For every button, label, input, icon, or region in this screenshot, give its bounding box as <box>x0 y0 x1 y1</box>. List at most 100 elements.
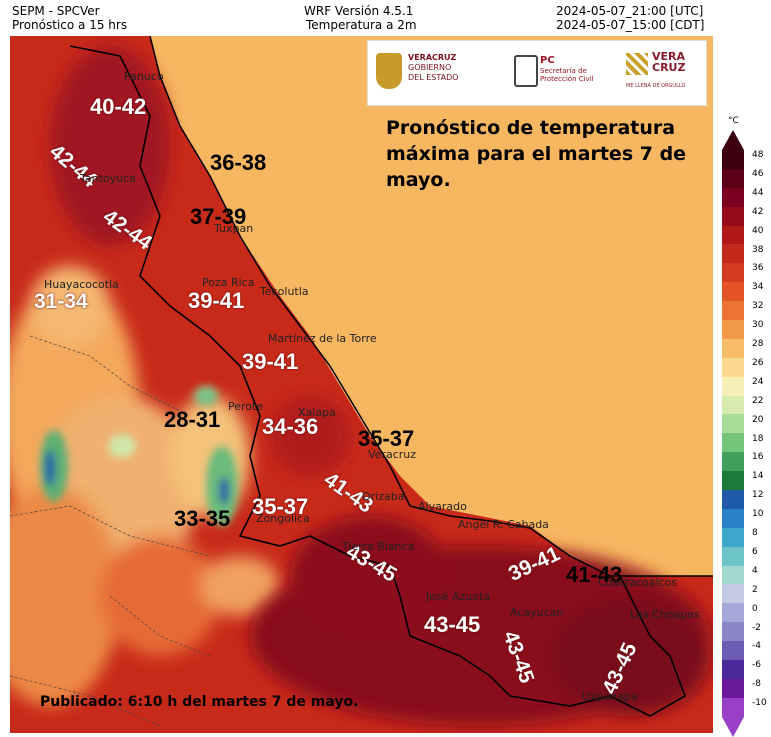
colorbar-tick-label: 10 <box>752 509 764 520</box>
pc-logo-line2: Secretaría de <box>540 67 587 75</box>
colorbar-segment <box>722 206 744 226</box>
city-label: Martínez de la Torre <box>268 332 377 345</box>
colorbar-tick-label: -6 <box>752 660 761 671</box>
logos-panel: VERACRUZ GOBIERNO DEL ESTADO PC Secretar… <box>367 40 707 106</box>
colorbar-segment <box>722 244 744 264</box>
state-border <box>69 45 686 717</box>
range-label: 28-31 <box>164 407 221 432</box>
colorbar-tick-label: 42 <box>752 206 764 217</box>
variable-name: Temperatura a 2m <box>306 18 417 32</box>
colorbar-tick-label: 28 <box>752 339 764 349</box>
range-label: 37-39 <box>190 204 247 229</box>
gov-logo-line2: GOBIERNO <box>408 63 452 72</box>
colorbar-tick-label: 32 <box>752 301 764 312</box>
colorbar-segment <box>722 263 744 283</box>
published-note: Publicado: 6:10 h del martes 7 de mayo. <box>40 694 359 710</box>
pc-logo-line3: Protección Civil <box>540 75 594 83</box>
range-label: 41-43 <box>566 562 623 587</box>
colorbar-segment <box>722 641 744 661</box>
colorbar-segment <box>722 320 744 339</box>
colorbar-tick-label: 4 <box>752 565 758 576</box>
city-label: Tantoyuca <box>80 172 136 185</box>
colorbar-segment <box>722 301 744 321</box>
colorbar-segment <box>722 660 744 679</box>
city-label: Uxpanapa <box>582 690 638 703</box>
colorbar-segment <box>722 584 744 604</box>
colorbar-unit: °C <box>728 116 739 126</box>
colorbar-tick-label: 20 <box>752 414 764 425</box>
city-label: Tierra Blanca <box>342 540 415 553</box>
colorbar-tick-label: 38 <box>752 244 764 255</box>
map-title: Pronóstico de temperatura máxima para el… <box>386 117 687 191</box>
brand-logo-line1: VERA <box>652 50 686 63</box>
colorbar-tick-label: 2 <box>752 584 758 595</box>
city-label: Zongolica <box>256 512 310 525</box>
valid-time-utc: 2024-05-07_21:00 [UTC] <box>556 4 704 18</box>
colorbar-tick-label: 44 <box>752 187 764 198</box>
city-label: Veracruz <box>368 448 417 461</box>
range-label: 34-36 <box>262 414 319 439</box>
colorbar-tick-label: -2 <box>752 622 761 633</box>
model-version: WRF Versión 4.5.1 <box>304 4 414 18</box>
colorbar-segment <box>722 395 744 415</box>
range-label: 35-37 <box>358 426 415 451</box>
city-label: Alvarado <box>418 500 467 513</box>
colorbar-tick-label: 12 <box>752 490 764 501</box>
colorbar-segment <box>722 433 744 453</box>
colorbar-segment <box>722 357 744 377</box>
coastline <box>149 36 713 577</box>
range-label: 33-35 <box>174 506 231 531</box>
colorbar-segment <box>722 490 744 509</box>
city-label: Poza Rica <box>202 276 255 289</box>
colorbar-tick-label: 6 <box>752 546 758 557</box>
city-label: Acayucan <box>510 606 564 619</box>
veracruz-shield-icon <box>376 53 402 89</box>
colorbar-tick-label: 40 <box>752 225 764 236</box>
colorbar-segment <box>722 187 744 207</box>
city-label: Angel R. Cabada <box>458 518 549 531</box>
colorbar-segment <box>722 282 744 302</box>
colorbar-segment <box>722 338 744 358</box>
header-center: WRF Versión 4.5.1 Temperatura a 2m <box>304 4 417 32</box>
colorbar <box>722 130 744 737</box>
brand-slogan: ME LLENA DE ORGULLO <box>626 83 686 89</box>
header-left: SEPM - SPCVer Pronóstico a 15 hrs <box>12 4 127 32</box>
pc-logo-title: PC <box>540 55 555 66</box>
colorbar-segment <box>722 508 744 528</box>
colorbar-segment <box>722 168 744 188</box>
colorbar-segment <box>722 452 744 472</box>
city-label: Xalapa <box>298 406 336 419</box>
colorbar-tick-label: 48 <box>752 150 764 160</box>
city-label: Las Choapas <box>630 608 700 621</box>
gov-logo-line3: DEL ESTADO <box>408 73 459 82</box>
colorbar-tick-label: 22 <box>752 395 764 406</box>
colorbar-segment <box>722 622 744 642</box>
city-label: Perote <box>228 400 264 413</box>
header-right: 2024-05-07_21:00 [UTC] 2024-05-07_15:00 … <box>556 4 704 32</box>
colorbar-segment <box>722 225 744 245</box>
city-label: Tecolutla <box>260 285 309 298</box>
pc-emblem-icon <box>514 55 538 87</box>
colorbar-tick-label: 34 <box>752 282 764 293</box>
brand-logo-line2: CRUZ <box>652 61 686 74</box>
colorbar-tick-label: -10 <box>752 698 767 709</box>
colorbar-top-arrow <box>722 130 744 150</box>
colorbar-segment <box>722 678 744 698</box>
colorbar-tick-label: 30 <box>752 320 764 331</box>
colorbar-segment <box>722 697 744 717</box>
colorbar-segment <box>722 565 744 585</box>
city-label: Huayacocotla <box>44 278 119 291</box>
temperature-map <box>10 36 713 733</box>
range-label: 40-42 <box>90 94 147 119</box>
veracruz-pattern-icon <box>626 53 648 75</box>
range-label: 39-41 <box>242 349 299 374</box>
range-label: 31-34 <box>34 290 88 313</box>
colorbar-tick-label: 36 <box>752 263 764 274</box>
city-label: Panuco <box>124 70 164 83</box>
colorbar-tick-label: 46 <box>752 168 764 179</box>
colorbar-tick-label: 8 <box>752 528 758 538</box>
valid-time-cdt: 2024-05-07_15:00 [CDT] <box>556 18 705 32</box>
colorbar-tick-label: 24 <box>752 376 764 387</box>
colorbar-tick-label: -8 <box>752 679 761 690</box>
forecast-hours: Pronóstico a 15 hrs <box>12 18 128 32</box>
